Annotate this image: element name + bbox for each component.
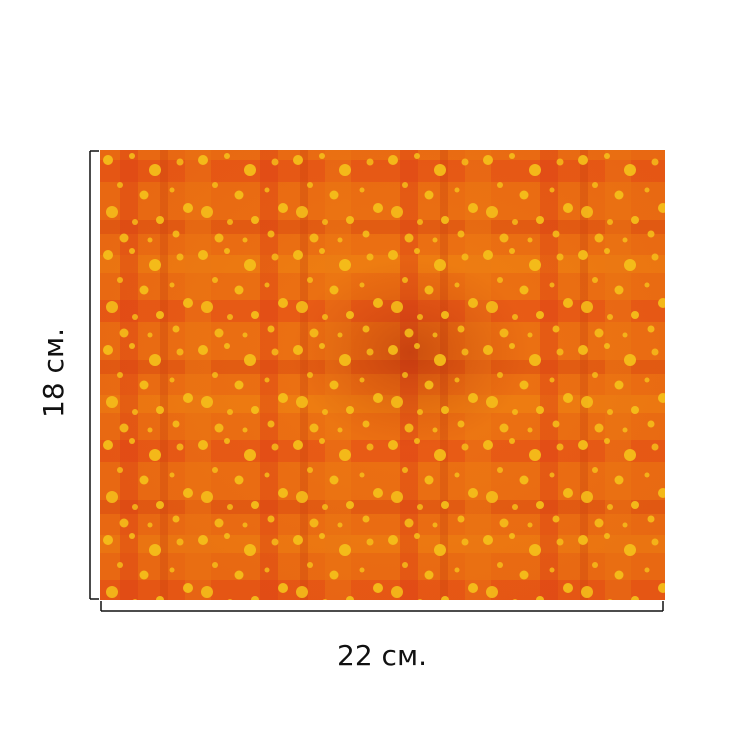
fabric-dots xyxy=(100,150,665,600)
fabric-swatch xyxy=(100,150,665,600)
height-label: 18 см. xyxy=(37,328,70,418)
width-label: 22 см. xyxy=(337,639,427,672)
width-bracket xyxy=(100,601,664,612)
height-bracket xyxy=(89,150,99,600)
